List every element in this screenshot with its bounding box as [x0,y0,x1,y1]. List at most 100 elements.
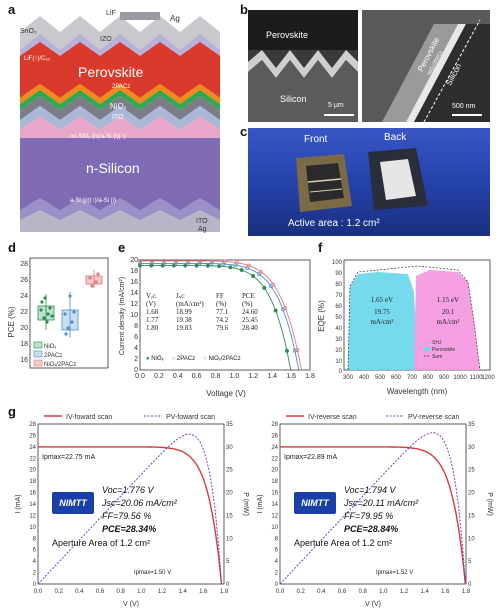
jv-ytick: 14 [130,290,138,297]
jv-curve [140,265,292,371]
cert-jsc: Jsc=20.11 mA/cm² [344,498,419,508]
jv-table-header: PCE [242,292,255,300]
pce-ytick: 22 [20,309,28,316]
jv-table-cell: 79.6 [216,324,229,332]
eqe-xtick: 1000 [453,375,467,381]
cert-pv-curve [37,433,222,585]
cert-ytick-left: 16 [29,491,36,497]
panel-label-f: f [318,240,323,255]
jv-table-cell: 1.77 [146,316,159,324]
jv-xtick: 1.2 [248,373,258,380]
cert-ytick-left: 20 [271,468,278,474]
cert-ytick-left: 8 [275,536,279,542]
jv-point [283,305,288,310]
cert-ff: FF=79.56 % [102,511,152,521]
cert-ytick-right: 35 [226,422,233,428]
cert-ytick-right: 5 [226,559,230,565]
cert-ytick-right: 35 [468,422,475,428]
panel-label-a: a [8,2,16,17]
cert-ff: FF=79.95 % [344,511,394,521]
jv-xtick: 1.0 [230,373,240,380]
eqe-xtick: 400 [359,375,370,381]
cert-xtick: 1.2 [400,589,409,595]
cert-xtick: 1.6 [199,589,208,595]
cert-ylabel-right: P (mW) [242,492,249,516]
cert-xtick: 0.8 [358,589,367,595]
jv-point [247,263,251,268]
jv-xtick: 1.8 [305,373,315,380]
jv-xlabel: Voltage (V) [206,389,246,398]
cert-pce: PCE=28.34% [102,524,157,534]
cert-ytick-left: 2 [33,571,37,577]
cert-xtick: 0.4 [75,589,84,595]
cert-ytick-left: 8 [33,536,37,542]
jv-table-cell: 24.60 [242,308,258,316]
cert-ytick-left: 6 [275,548,279,554]
cert-xtick: 0.2 [54,589,63,595]
nimtt-logo: NIMTT [294,492,336,514]
jv-xtick: 0.6 [192,373,202,380]
eqe-ylabel: EQE (%) [318,300,326,332]
layer-label-perovskite: Perovskite [78,64,144,80]
jv-table-header: FF [216,292,224,300]
eqe-left-jsc: 19.75 [374,308,390,316]
panel-label-c: c [240,124,248,139]
cert-xtick: 1.6 [441,589,450,595]
jv-xtick: 0.2 [154,373,164,380]
device-photo: Front Back Active area : 1.2 cm² [248,128,490,236]
panel-label-b: b [240,2,248,17]
jv-table-cell: 28.40 [242,324,258,332]
eqe-ytick: 80 [335,282,342,288]
jv-table-cell: 74.2 [216,316,229,324]
cert-ytick-left: 6 [33,548,37,554]
cert-ytick-right: 20 [468,491,475,497]
eqe-chart: 100 90 80 70 60 50 40 30 20 10 0 300 400… [317,252,496,400]
eqe-left-unit: mA/cm² [370,318,393,326]
jv-table-cell: 18.99 [176,308,192,316]
jv-chart: 20 18 16 14 12 10 8 6 4 2 0 0.0 0.2 0.4 0.6 0.8 1.0 1.2 1… [116,252,316,400]
cert-ytick-left: 20 [29,468,36,474]
jv-ylabel: Current density (mA/cm²) [119,277,126,355]
jv-ytick: 0 [134,367,138,374]
cert-ytick-left: 18 [29,479,36,485]
cert-xtick: 1.0 [137,589,146,595]
jv-table-unit: (mA/cm²) [176,300,204,308]
cert-xtick: 0.4 [317,589,326,595]
cert-ytick-right: 15 [468,513,475,519]
cert-voc: Voc=1.776 V [102,485,154,495]
eqe-legend-entry: Sum [432,354,442,360]
cert-xlabel: V (V) [123,601,139,608]
cert-ytick-right: 25 [468,468,475,474]
jv-point [257,272,262,277]
cert-ipmax: Ipmax=22.89 mA [284,454,338,461]
cert-ytick-left: 2 [275,571,279,577]
cert-xlabel: V (V) [365,601,381,608]
cert-ytick-right: 30 [468,445,475,451]
panel-label-d: d [8,240,16,255]
cert-legend-iv: IV-reverse scan [308,414,357,421]
eqe-ytick: 100 [332,260,343,266]
cert-ytick-left: 10 [29,525,36,531]
pce-ytick: 26 [20,277,28,284]
jv-ytick: 6 [134,334,138,341]
cert-ytick-right: 0 [226,582,230,588]
cert-legend-pv: PV-reverse scan [408,414,459,421]
cert-ytick-left: 26 [29,433,36,439]
eqe-right-jsc: 20.1 [442,308,455,316]
eqe-ytick: 0 [339,369,343,375]
cert-ytick-left: 4 [275,559,279,565]
jv-table-cell: 1.68 [146,308,159,316]
cert-ytick-left: 0 [275,582,279,588]
layer-label-c60: LiF(↑)/C₆₀ [24,56,51,62]
cert-ytick-left: 10 [271,525,278,531]
nimtt-logo-text: NIMTT [301,498,329,508]
layer-label-lif: LiF [106,10,116,17]
cert-ylabel-right: P (mW) [486,492,493,516]
nimtt-logo-text: NIMTT [59,498,87,508]
cert-ytick-left: 12 [29,513,36,519]
jv-ytick: 18 [130,268,138,275]
jv-table-unit: (V) [146,300,156,308]
sem-image-right: Perovskite NiOₓ/2PACz Silicon 500 nm [362,10,490,122]
pce-ytick: 28 [20,261,28,268]
jv-ytick: 10 [130,312,138,319]
